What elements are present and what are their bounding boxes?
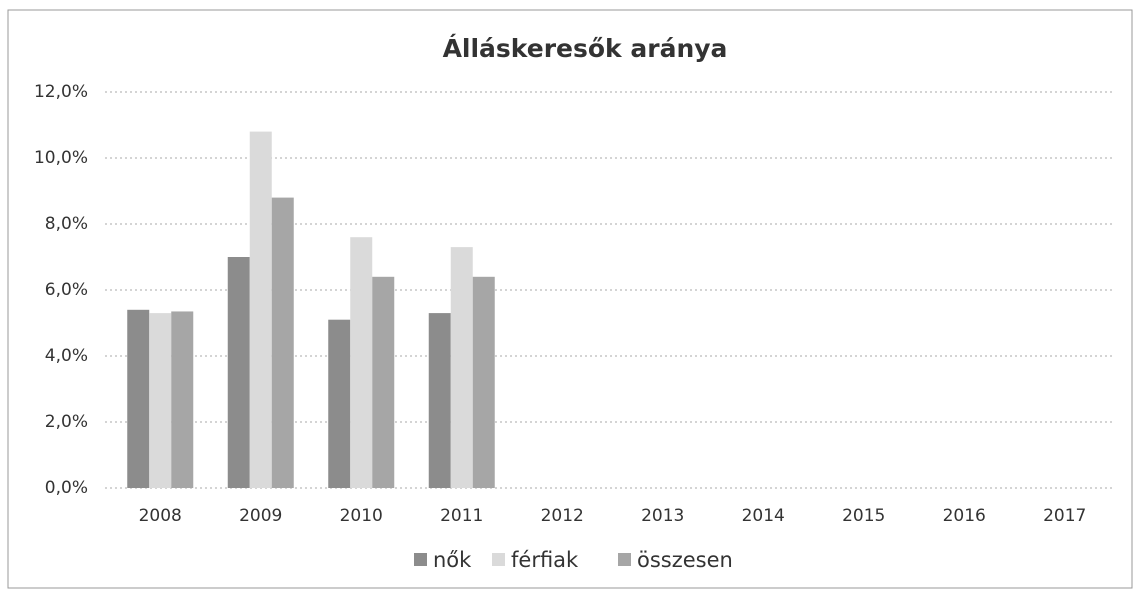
x-tick-label: 2011 xyxy=(440,506,483,526)
y-tick-label: 4,0% xyxy=(45,346,88,366)
legend-swatch xyxy=(414,553,427,566)
chart-border xyxy=(7,9,1133,589)
y-tick-label: 2,0% xyxy=(45,412,88,432)
bar xyxy=(350,237,373,488)
y-tick-label: 0,0% xyxy=(45,478,88,498)
legend-label: nők xyxy=(433,548,472,572)
y-tick-label: 6,0% xyxy=(45,280,88,300)
bar xyxy=(271,197,294,488)
x-tick-label: 2008 xyxy=(139,506,182,526)
x-tick-label: 2013 xyxy=(641,506,684,526)
bar xyxy=(127,309,150,488)
x-tick-label: 2017 xyxy=(1043,506,1086,526)
legend-swatch xyxy=(492,553,505,566)
bar xyxy=(428,313,451,488)
x-tick-label: 2012 xyxy=(541,506,584,526)
bar xyxy=(372,276,395,488)
legend-swatch xyxy=(618,553,631,566)
legend-label: összesen xyxy=(637,548,733,572)
legend-label: férfiak xyxy=(511,548,579,572)
x-tick-label: 2016 xyxy=(943,506,986,526)
bar xyxy=(249,131,272,488)
bar xyxy=(328,319,351,488)
bar xyxy=(227,257,250,488)
x-tick-label: 2009 xyxy=(239,506,282,526)
x-tick-label: 2010 xyxy=(340,506,383,526)
x-tick-label: 2015 xyxy=(842,506,885,526)
bar xyxy=(450,247,473,488)
y-tick-label: 8,0% xyxy=(45,214,88,234)
bar xyxy=(149,313,172,488)
y-tick-label: 12,0% xyxy=(34,82,88,102)
bar xyxy=(171,311,194,488)
chart-title: Álláskeresők aránya xyxy=(443,34,728,63)
x-tick-label: 2014 xyxy=(742,506,785,526)
y-tick-label: 10,0% xyxy=(34,148,88,168)
bar xyxy=(472,276,495,488)
